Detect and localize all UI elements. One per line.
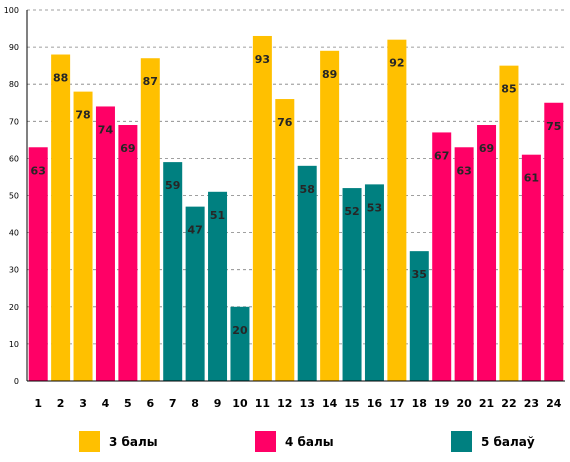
- y-tick-label: 10: [9, 340, 19, 349]
- data-label: 53: [367, 201, 382, 214]
- y-tick-label: 60: [9, 154, 19, 163]
- legend-label: 4 балы: [285, 435, 334, 449]
- bar: [185, 206, 205, 381]
- y-tick-label: 80: [9, 80, 19, 89]
- legend-swatch: [255, 431, 276, 452]
- x-tick-label: 18: [412, 397, 427, 410]
- bar: [342, 188, 362, 381]
- bar: [320, 50, 340, 382]
- bar: [387, 39, 407, 382]
- bar: [477, 125, 497, 381]
- y-axis-ticks: 0 10 20 30 40 50 60 70 80 90 100: [4, 6, 19, 386]
- data-label: 87: [143, 75, 158, 88]
- legend-swatch: [79, 431, 100, 452]
- y-tick-label: 70: [9, 117, 19, 126]
- legend: 3 балы 4 балы 5 балаў: [79, 431, 535, 452]
- x-tick-label: 5: [124, 397, 132, 410]
- x-tick-label: 13: [300, 397, 315, 410]
- data-label: 92: [389, 57, 404, 70]
- bar: [454, 147, 474, 381]
- bars: [28, 35, 564, 382]
- x-tick-label: 8: [191, 397, 199, 410]
- x-tick-label: 2: [57, 397, 65, 410]
- bar: [73, 91, 93, 382]
- x-tick-label: 21: [479, 397, 494, 410]
- y-tick-label: 50: [9, 192, 19, 201]
- data-label: 52: [344, 205, 359, 218]
- x-tick-label: 15: [344, 397, 359, 410]
- bar: [51, 54, 71, 382]
- x-tick-label: 23: [524, 397, 539, 410]
- y-tick-label: 90: [9, 43, 19, 52]
- bar: [297, 165, 317, 381]
- x-tick-label: 12: [277, 397, 292, 410]
- data-label: 35: [412, 268, 427, 281]
- data-label: 85: [501, 83, 516, 96]
- data-label: 47: [187, 224, 202, 237]
- data-label: 74: [98, 123, 114, 136]
- data-label: 63: [456, 164, 471, 177]
- y-tick-label: 0: [14, 377, 19, 386]
- x-axis-ticks: 1 2 3 4 5 6 7 8 9 10 11 12 13 14 15 16 17 18 19 20 21 22 23 24: [34, 397, 561, 410]
- data-label: 61: [524, 172, 539, 185]
- data-label: 63: [31, 164, 46, 177]
- y-tick-label: 20: [9, 303, 19, 312]
- x-tick-label: 10: [232, 397, 248, 410]
- x-tick-label: 6: [146, 397, 154, 410]
- x-tick-label: 11: [255, 397, 270, 410]
- x-tick-label: 20: [456, 397, 472, 410]
- x-tick-label: 24: [546, 397, 562, 410]
- bar: [208, 191, 228, 381]
- legend-label: 5 балаў: [481, 435, 535, 449]
- bar: [140, 58, 160, 381]
- data-label: 76: [277, 116, 293, 129]
- bar: [163, 162, 183, 381]
- data-label: 67: [434, 149, 449, 162]
- x-tick-label: 22: [501, 397, 516, 410]
- data-label: 69: [479, 142, 494, 155]
- data-label: 20: [232, 324, 248, 337]
- bar: [521, 154, 541, 381]
- bar: [252, 35, 272, 381]
- bar: [409, 251, 429, 381]
- bar: [499, 65, 519, 382]
- legend-label: 3 балы: [109, 435, 158, 449]
- bar: [364, 184, 384, 381]
- bar: [118, 125, 138, 381]
- data-label: 75: [546, 120, 561, 133]
- data-label: 89: [322, 68, 337, 81]
- data-label: 58: [300, 183, 315, 196]
- bar: [432, 132, 452, 381]
- data-label: 51: [210, 209, 225, 222]
- x-tick-label: 14: [322, 397, 338, 410]
- x-tick-label: 19: [434, 397, 449, 410]
- y-tick-label: 100: [4, 6, 19, 15]
- data-label: 93: [255, 53, 270, 66]
- bar: [275, 99, 295, 381]
- data-label: 69: [120, 142, 135, 155]
- x-tick-label: 4: [102, 397, 110, 410]
- y-tick-label: 40: [9, 229, 19, 238]
- bar: [95, 106, 115, 382]
- x-tick-label: 16: [367, 397, 383, 410]
- y-tick-label: 30: [9, 266, 19, 275]
- data-label: 78: [75, 109, 90, 122]
- x-tick-label: 1: [34, 397, 42, 410]
- x-tick-label: 17: [389, 397, 404, 410]
- x-tick-label: 9: [214, 397, 222, 410]
- bar: [544, 102, 564, 381]
- data-label: 88: [53, 72, 68, 85]
- x-tick-label: 7: [169, 397, 177, 410]
- data-labels: 63 88 78 74 69 87 59 47 51 20 93 76 58 89 52 53 92 35 67 63…: [31, 53, 562, 337]
- legend-swatch: [451, 431, 472, 452]
- x-tick-label: 3: [79, 397, 87, 410]
- data-label: 59: [165, 179, 180, 192]
- bar: [230, 306, 250, 381]
- bar: [28, 147, 48, 381]
